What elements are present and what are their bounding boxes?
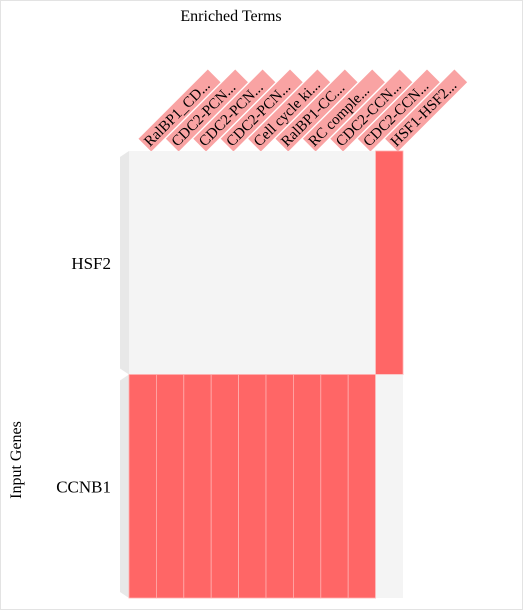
- heatmap-cell: [347, 374, 377, 599]
- column-label-box: [330, 69, 413, 152]
- heatmap-cell: [238, 151, 266, 375]
- y-axis-label: Input Genes: [8, 421, 25, 499]
- column-label-box: [193, 69, 276, 152]
- chart-title: Enriched Terms: [180, 8, 281, 25]
- column-label-box: [220, 69, 303, 152]
- heatmap-cell: [183, 151, 212, 375]
- column-label-box: [302, 69, 385, 152]
- heatmap-cell: [156, 151, 184, 375]
- heatmap-cell: [211, 151, 239, 375]
- heatmap-cell: [210, 374, 239, 599]
- row-label: CCNB1: [56, 477, 111, 496]
- heatmap-cell: [129, 151, 157, 375]
- heatmap-cell: [128, 374, 157, 599]
- heatmap-cell: [320, 374, 349, 599]
- column-label-box: [385, 69, 468, 152]
- row-side-bars: [120, 151, 129, 598]
- heatmap-cell: [348, 151, 376, 375]
- row-side-bar: [120, 374, 129, 598]
- heatmap-cell: [375, 150, 404, 375]
- column-label-box: [138, 69, 221, 152]
- column-label-box: [165, 69, 248, 152]
- heatmap-cell: [292, 374, 322, 599]
- heatmap-cell: [265, 374, 294, 599]
- column-label-box: [275, 69, 358, 152]
- heatmap-cells: [128, 150, 404, 599]
- heatmap-cell: [293, 151, 321, 375]
- heatmap-cell: [320, 151, 349, 375]
- heatmap-cell: [183, 374, 212, 599]
- row-labels: HSF2 CCNB1: [56, 254, 111, 497]
- heatmap-cell: [266, 151, 294, 375]
- heatmap-cell: [375, 374, 403, 598]
- row-label: HSF2: [71, 254, 111, 273]
- row-side-bar: [120, 151, 129, 375]
- column-labels: RalBP1_CD...CDC2-PCN...CDC2-PCN...CDC2-P…: [138, 69, 468, 152]
- column-label-box: [357, 69, 440, 152]
- column-label-box: [248, 69, 331, 152]
- heatmap-cell: [155, 374, 185, 599]
- heatmap-cell: [238, 374, 267, 599]
